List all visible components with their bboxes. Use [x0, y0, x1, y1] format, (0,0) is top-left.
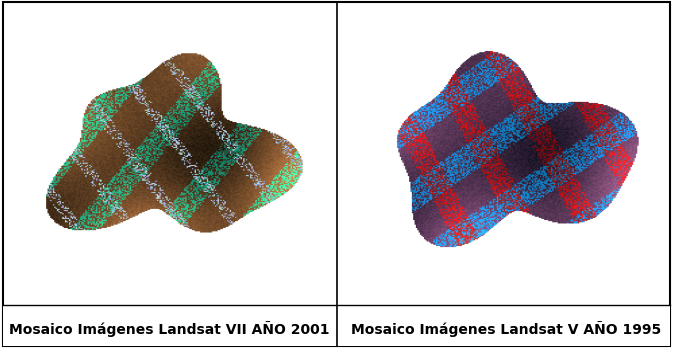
Text: Mosaico Imágenes Landsat VII AÑO 2001: Mosaico Imágenes Landsat VII AÑO 2001 [9, 321, 330, 337]
Text: Mosaico Imágenes Landsat V AÑO 1995: Mosaico Imágenes Landsat V AÑO 1995 [351, 321, 661, 337]
Bar [336, 304, 670, 346]
Bar [3, 304, 336, 346]
